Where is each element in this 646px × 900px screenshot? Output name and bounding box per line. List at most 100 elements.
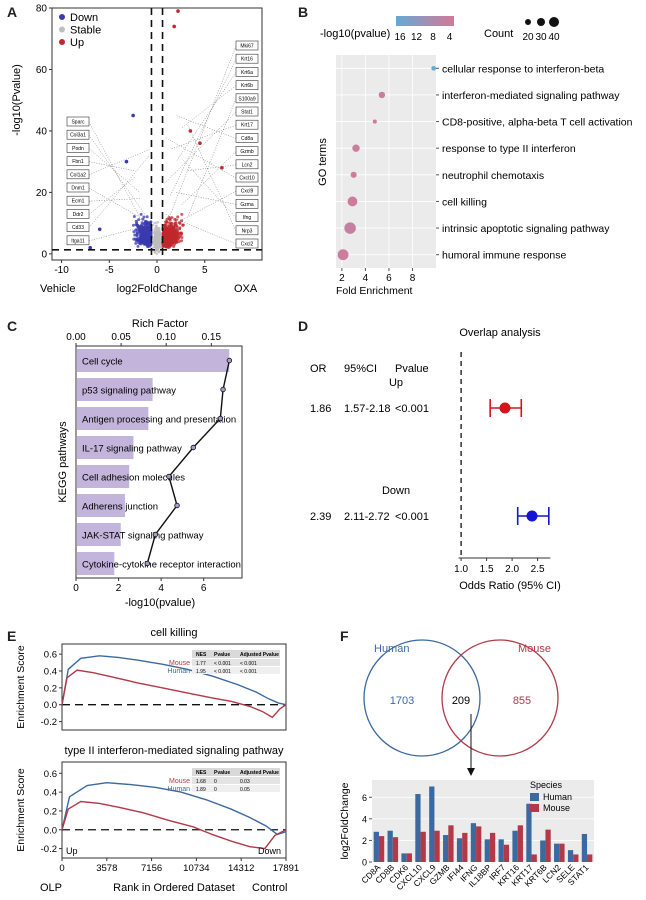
table-cell: 0	[214, 779, 217, 785]
venn-count-human-only: 1703	[390, 695, 414, 707]
y-tick-label: 20	[36, 188, 48, 199]
bar-human	[456, 838, 463, 862]
x-tick-label: 17891	[273, 863, 299, 874]
point-down	[137, 241, 141, 245]
point-down	[131, 223, 135, 227]
point-outlier	[198, 141, 202, 146]
point-stable	[155, 238, 159, 242]
y-tick-label: 0.2	[44, 806, 57, 817]
gene-label-up: Stat1	[241, 110, 253, 116]
color-tick-label: 16	[394, 32, 406, 43]
top-tick-label: 0.05	[111, 332, 131, 343]
go-dot-plot: cellular response to interferon-beta inte…	[317, 16, 633, 297]
gsea-title: cell killing	[150, 627, 197, 639]
label-connector	[187, 124, 237, 231]
bar-human	[401, 853, 407, 862]
kegg-bar	[77, 436, 134, 459]
point-down	[135, 238, 139, 242]
kegg-bar	[77, 407, 149, 430]
or-point	[526, 510, 538, 522]
legend-label: Mouse	[543, 803, 570, 813]
gene-label-box	[235, 185, 259, 196]
go-term-label: interferon-mediated signaling pathway	[442, 90, 620, 102]
gene-label-box	[66, 116, 90, 127]
bar-human	[443, 835, 449, 862]
point-outlier	[124, 159, 129, 164]
y-axis-label: GO terms	[317, 138, 329, 186]
point-up	[168, 235, 172, 239]
kegg-bar	[77, 552, 115, 575]
table-row-bg	[192, 659, 280, 666]
point-up	[171, 240, 175, 244]
point-up	[176, 215, 180, 219]
rich-factor-point	[217, 415, 224, 422]
table-cell: 0.05	[240, 787, 250, 793]
up-label: Up	[66, 846, 78, 856]
rich-factor-point	[152, 531, 159, 538]
x-tick-label: 2	[339, 273, 345, 284]
bar-mouse	[406, 853, 412, 862]
point-up	[175, 235, 179, 239]
ci-value: 1.57-2.18	[344, 403, 390, 415]
bar-human	[373, 831, 379, 862]
point-stable	[157, 228, 160, 232]
gene-label-box	[235, 225, 259, 236]
point-down	[145, 223, 149, 227]
bar-mouse	[587, 854, 593, 862]
point-up	[162, 243, 166, 247]
gsea-title: type II interferon-mediated signaling pa…	[65, 745, 284, 757]
right-condition-label: OXA	[234, 283, 258, 295]
gene-label-up: Mki67	[240, 44, 254, 50]
point-down	[135, 231, 139, 235]
bar-mouse	[545, 829, 551, 862]
kegg-bar-label: Cell adhesion molecules	[82, 473, 185, 484]
y-axis-label: Enrichment Score	[15, 645, 27, 729]
kegg-bar-label: Antigen processing and presentation	[82, 415, 236, 426]
bar-human	[470, 823, 477, 862]
gene-label-box	[235, 40, 259, 51]
point-up	[180, 212, 184, 216]
bar-mouse	[489, 832, 496, 862]
point-up	[167, 227, 171, 231]
legend-swatch	[530, 804, 539, 812]
table-cell: 0	[214, 787, 217, 793]
y-tick-label: 0.0	[44, 700, 57, 711]
go-term-label: cellular response to interferon-beta	[442, 63, 604, 75]
point-stable	[154, 226, 158, 229]
rich-factor-point	[174, 502, 180, 509]
y-tick-label: 60	[36, 65, 48, 76]
point-down	[148, 221, 152, 225]
x-tick-label: 0	[59, 863, 64, 874]
point-down	[149, 231, 153, 235]
gene-label-box	[66, 195, 90, 206]
point-up	[164, 234, 168, 238]
label-connector	[88, 149, 150, 176]
bar-mouse	[503, 844, 510, 862]
point-outlier	[172, 24, 176, 29]
point-down	[134, 241, 138, 245]
bar-mouse	[448, 825, 454, 862]
label-connector	[164, 111, 237, 184]
panel-letter-e: E	[7, 628, 17, 644]
gene-label-down: Dnm1	[71, 186, 85, 192]
legend-swatch	[530, 793, 539, 801]
bar-mouse	[531, 854, 537, 862]
or-value: 2.39	[310, 511, 331, 523]
y-tick-label: 0	[362, 858, 367, 868]
gene-label-up: S100a9	[238, 96, 255, 102]
point-down	[132, 214, 136, 218]
go-term-label: humoral immune response	[442, 250, 566, 262]
es-curve-human	[61, 655, 287, 706]
table-header-bg	[192, 768, 280, 776]
bar-human	[526, 803, 532, 862]
gene-label-box	[235, 80, 259, 90]
panel-letter-c: C	[7, 318, 18, 334]
point-up	[169, 243, 173, 247]
gene-label-down: Sparc	[71, 120, 85, 126]
venn-circle-mouse	[441, 639, 559, 757]
table-series-name: Mouse	[169, 660, 190, 667]
bar-mouse	[573, 854, 579, 862]
point-outlier	[188, 129, 193, 133]
point-up	[168, 218, 172, 222]
gene-label-up: Gzma	[240, 202, 254, 208]
